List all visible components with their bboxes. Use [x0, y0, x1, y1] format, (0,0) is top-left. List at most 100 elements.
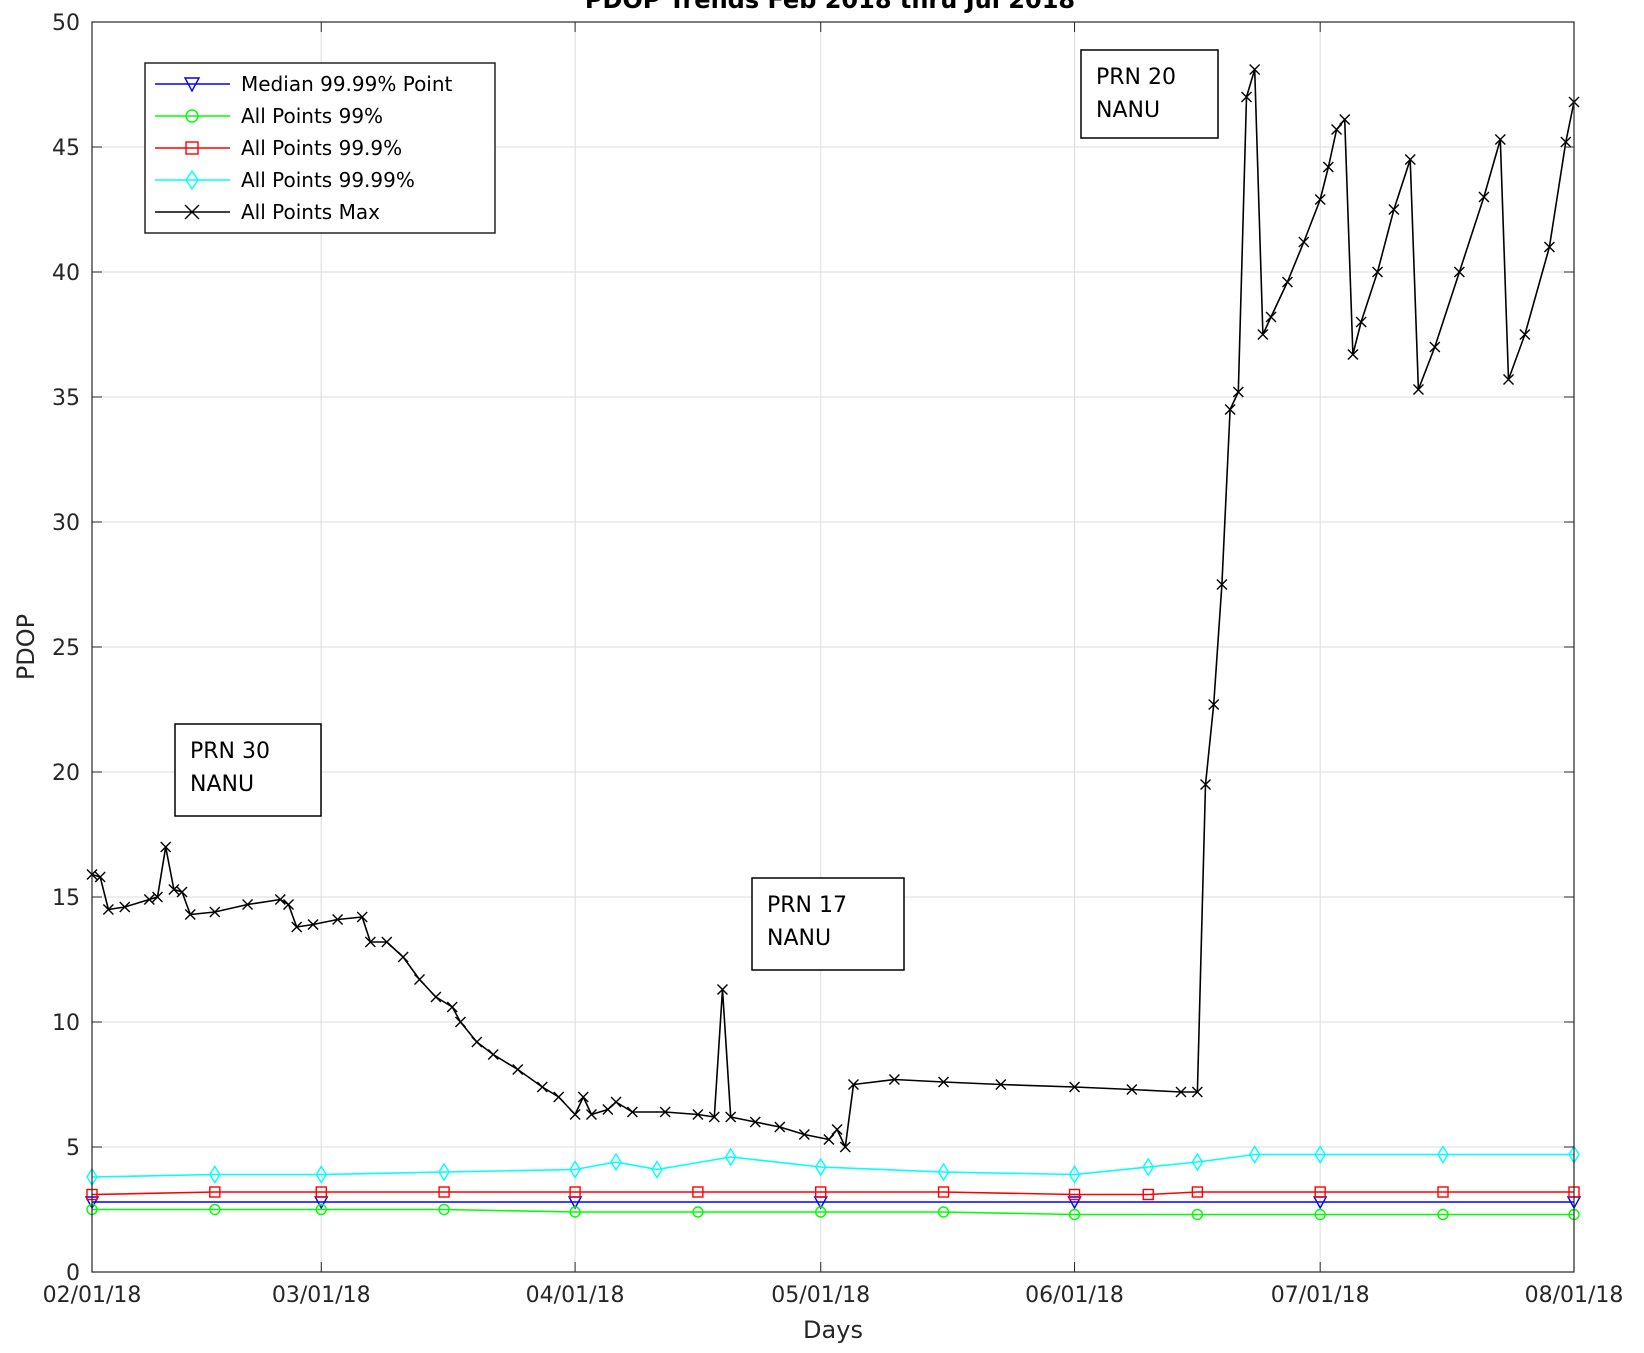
data-point — [749, 1116, 761, 1128]
data-point — [94, 871, 106, 883]
data-point — [152, 891, 163, 903]
legend-marker — [185, 169, 199, 191]
annotations: PRN 30 NANU PRN 17 NANU PRN 20 NANU — [174, 49, 1219, 971]
data-point — [1437, 1208, 1449, 1221]
data-point — [143, 894, 155, 905]
data-point — [208, 1165, 221, 1184]
data-point — [1560, 136, 1572, 148]
data-point — [1240, 91, 1252, 103]
x-tick-label: 06/01/18 — [1025, 1283, 1124, 1308]
data-point — [1314, 194, 1326, 205]
annotation-frame — [1080, 49, 1219, 139]
data-point — [692, 1206, 704, 1218]
data-point — [487, 1049, 499, 1060]
data-point — [659, 1106, 671, 1118]
data-point — [937, 1206, 950, 1218]
data-point — [512, 1064, 524, 1075]
data-point — [209, 1203, 221, 1216]
data-point — [1314, 1186, 1326, 1198]
data-point — [938, 1076, 950, 1088]
data-point — [307, 919, 319, 930]
legend-label: All Points Max — [241, 200, 380, 224]
y-tick-label: 30 — [52, 511, 80, 536]
data-point — [1339, 114, 1351, 125]
legend-label: All Points 99.99% — [241, 168, 415, 192]
y-tick-label: 40 — [52, 261, 80, 286]
data-point — [1068, 1188, 1081, 1201]
data-point — [209, 1186, 221, 1198]
axis-ticks: 02/01/18 03/01/18 04/01/18 05/01/18 06/01/18… — [43, 11, 1624, 1308]
series-line — [91, 1153, 1574, 1178]
data-point — [356, 911, 368, 923]
data-point — [692, 1186, 704, 1198]
data-point — [1494, 134, 1506, 145]
data-point — [438, 1162, 450, 1182]
data-point — [1404, 154, 1416, 165]
data-point — [242, 899, 254, 910]
data-point — [1322, 161, 1334, 173]
annotation-line: NANU — [1096, 98, 1160, 123]
data-point — [454, 1016, 466, 1028]
y-tick-label: 0 — [66, 1261, 80, 1286]
x-tick-label: 05/01/18 — [771, 1283, 870, 1308]
data-point — [381, 936, 393, 948]
legend-marker — [184, 204, 200, 220]
data-point — [291, 921, 303, 933]
data-point — [1126, 1084, 1138, 1095]
data-point — [1249, 64, 1261, 75]
legend-entry: All Points 99.99% — [155, 168, 415, 192]
y-tick-label: 15 — [52, 886, 80, 911]
data-point — [1281, 276, 1293, 288]
data-point — [651, 1160, 663, 1179]
data-point — [1371, 266, 1383, 278]
legend-marker — [185, 141, 199, 155]
data-point — [1265, 311, 1277, 323]
annotation-line: NANU — [767, 926, 831, 951]
data-point — [1412, 384, 1424, 395]
y-tick-label: 35 — [52, 386, 80, 411]
data-point — [438, 1203, 450, 1216]
data-point — [102, 904, 114, 915]
data-point — [1069, 1081, 1081, 1093]
data-point — [1331, 124, 1343, 135]
annotation-box: PRN 17 NANU — [751, 877, 905, 971]
annotation-frame — [751, 877, 905, 971]
legend-marker — [185, 109, 199, 123]
y-tick-label: 5 — [66, 1136, 80, 1161]
data-point — [1314, 1208, 1326, 1221]
data-point — [831, 1124, 843, 1135]
legend-entry: All Points 99.9% — [155, 136, 402, 160]
data-point — [1142, 1157, 1155, 1177]
data-point — [119, 901, 131, 913]
data-point — [1453, 266, 1465, 278]
data-point — [708, 1111, 720, 1123]
x-axis-title: Days — [803, 1316, 863, 1344]
y-tick-label: 10 — [52, 1011, 80, 1036]
data-point — [1200, 779, 1212, 790]
data-point — [283, 899, 295, 910]
series-line — [91, 1191, 1574, 1196]
data-point — [888, 1074, 900, 1085]
series-layer — [84, 64, 1582, 1221]
data-point — [995, 1079, 1007, 1090]
data-point — [315, 1165, 328, 1184]
y-tick-label: 20 — [52, 761, 80, 786]
data-point — [847, 1079, 859, 1090]
x-tick-label: 07/01/18 — [1271, 1283, 1370, 1308]
data-point — [692, 1109, 704, 1120]
annotation-line: PRN 17 — [767, 893, 847, 918]
data-point — [1437, 1145, 1449, 1164]
y-tick-label: 45 — [52, 136, 80, 161]
data-point — [315, 1186, 327, 1198]
data-point — [569, 1109, 581, 1120]
x-tick-label: 02/01/18 — [43, 1283, 142, 1308]
data-point — [577, 1091, 589, 1103]
data-point — [274, 894, 286, 905]
data-point — [1068, 1165, 1081, 1184]
data-point — [1191, 1086, 1203, 1098]
x-tick-label: 04/01/18 — [526, 1283, 625, 1308]
annotation-box: PRN 30 NANU — [174, 723, 322, 817]
data-point — [569, 1186, 581, 1198]
series-all-points-max — [86, 64, 1580, 1153]
data-point — [585, 1109, 597, 1120]
